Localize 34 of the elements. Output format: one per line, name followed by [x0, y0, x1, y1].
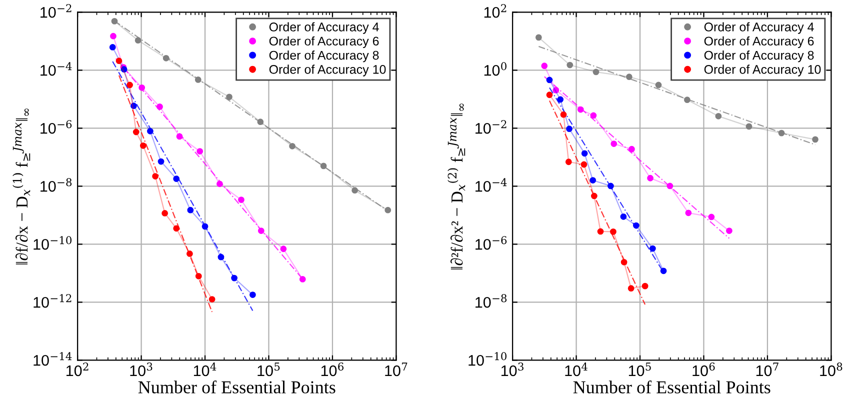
- legend-label: Order of Accuracy 8: [269, 50, 379, 62]
- y-tick-label: 10$^{−6}$: [40, 120, 72, 134]
- x-tick-label: 10$^{4}$: [565, 362, 588, 376]
- y-axis-title: ‖∂f/∂x − D$_{x}$$^{(1)}$ f$_{≥}$$^{Jmax}$‖$_{∞}$: [12, 108, 30, 264]
- y-tick-label: 10$^{−4}$: [40, 62, 72, 76]
- y-tick-label: 10$^{−2}$: [476, 120, 506, 134]
- x-tick-label: 10$^{5}$: [258, 362, 280, 376]
- x-tick-label: 10$^{8}$: [820, 362, 842, 376]
- y-tick-label: 10$^{−8}$: [476, 294, 507, 308]
- y-tick-label: 10$^{−8}$: [40, 178, 72, 192]
- legend-label: Order of Accuracy 4: [269, 22, 379, 34]
- x-tick-label: 10$^{5}$: [628, 362, 651, 376]
- y-tick-label: 10$^{−6}$: [476, 236, 507, 250]
- x-axis-title: Number of Essential Points: [573, 380, 770, 394]
- y-tick-label: 10$^{−12}$: [34, 294, 72, 308]
- y-tick-label: 10$^{−4}$: [476, 178, 507, 192]
- legend-label: Order of Accuracy 6: [704, 36, 814, 48]
- x-tick-label: 10$^{7}$: [756, 362, 778, 376]
- x-axis-title: Number of Essential Points: [138, 380, 336, 394]
- y-tick-label: 10$^{2}$: [484, 4, 506, 18]
- x-tick-label: 10$^{6}$: [692, 362, 715, 376]
- y-tick-label: 10$^{−10}$: [34, 236, 72, 250]
- x-tick-label: 10$^{6}$: [321, 362, 344, 376]
- x-tick-label: 10$^{4}$: [194, 362, 216, 376]
- x-tick-label: 10$^{3}$: [130, 362, 152, 376]
- legend-label: Order of Accuracy 8: [704, 50, 814, 62]
- y-tick-label: 10$^{0}$: [484, 62, 506, 76]
- legend-label: Order of Accuracy 6: [269, 36, 379, 48]
- y-axis-title: ‖∂²f/∂x² − D$_{x}$$^{(2)}$ f$_{≥}$$^{Jmax}$‖$_{∞}$: [448, 104, 466, 270]
- y-tick-label: 10$^{−2}$: [40, 4, 72, 18]
- x-tick-label: 10$^{7}$: [385, 362, 408, 376]
- legend-label: Order of Accuracy 10: [269, 64, 386, 76]
- legend-label: Order of Accuracy 4: [704, 22, 814, 34]
- legend-label: Order of Accuracy 10: [704, 64, 821, 76]
